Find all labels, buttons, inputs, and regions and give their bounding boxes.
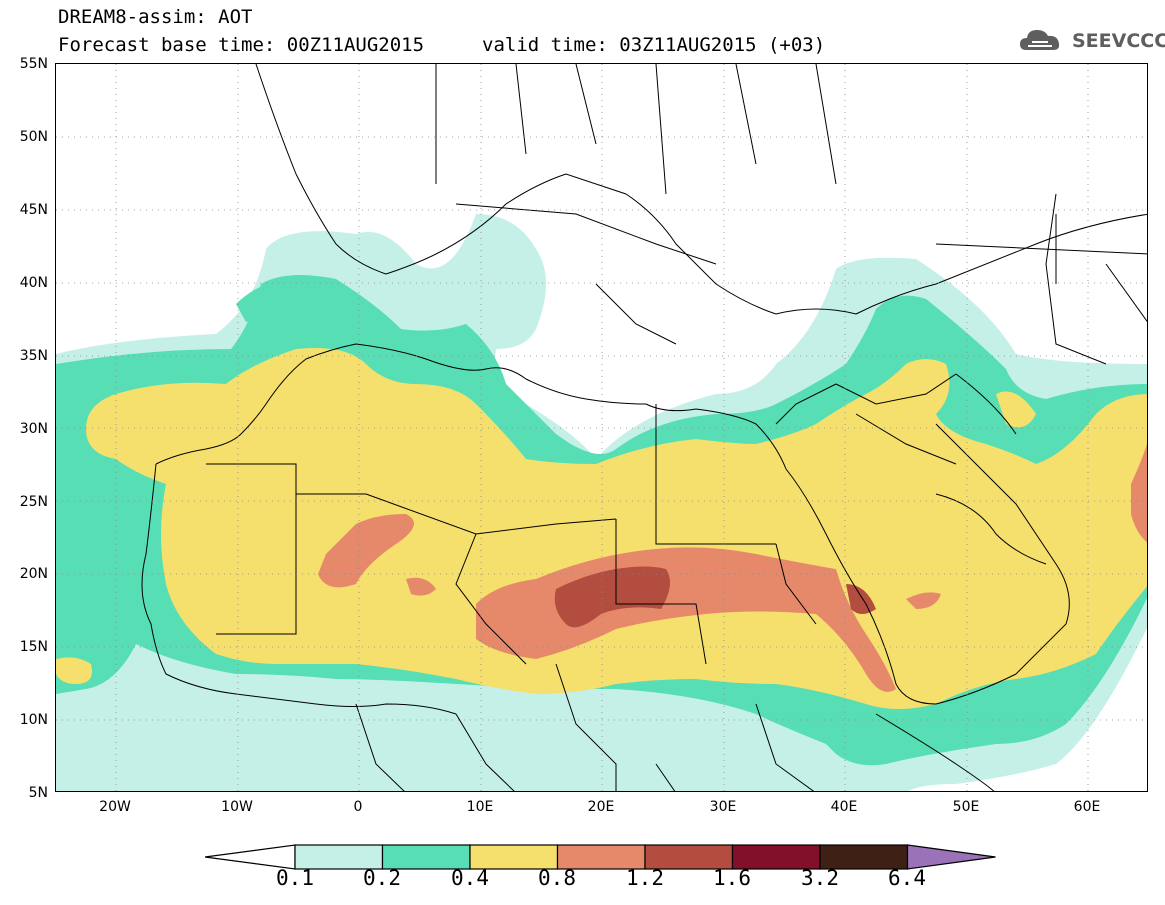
lat-label-30n: 30N xyxy=(19,421,48,437)
lat-label-40n: 40N xyxy=(19,275,48,291)
lon-label-50e: 50E xyxy=(952,799,980,815)
colorbar-label-0.1: 0.1 xyxy=(276,866,314,890)
aot-level-1.2 xyxy=(554,566,876,628)
colorbar-label-1.2: 1.2 xyxy=(626,866,664,890)
logo-text: SEEVCCC xyxy=(1072,30,1165,52)
colorbar-label-0.8: 0.8 xyxy=(538,866,576,890)
colorbar-segment xyxy=(381,844,471,870)
lat-label-20n: 20N xyxy=(19,566,48,582)
lon-label-20w: 20W xyxy=(99,799,131,815)
chart-title: DREAM8-assim: AOT xyxy=(58,6,253,28)
lat-label-10n: 10N xyxy=(19,712,48,728)
lat-label-50n: 50N xyxy=(19,129,48,145)
colorbar xyxy=(205,844,996,870)
aot-map xyxy=(56,64,1147,791)
lat-label-25n: 25N xyxy=(19,494,48,510)
colorbar-label-1.6: 1.6 xyxy=(713,866,751,890)
colorbar-segment xyxy=(644,844,734,870)
colorbar-segment xyxy=(469,844,559,870)
colorbar-segment xyxy=(731,844,821,870)
colorbar-segment xyxy=(294,844,384,870)
lon-label-0: 0 xyxy=(353,799,363,815)
lon-label-10e: 10E xyxy=(466,799,494,815)
forecast-base-time: Forecast base time: 00Z11AUG2015 xyxy=(58,34,425,56)
lon-label-60e: 60E xyxy=(1073,799,1101,815)
lon-label-20e: 20E xyxy=(587,799,615,815)
lat-label-45n: 45N xyxy=(19,202,48,218)
lat-label-15n: 15N xyxy=(19,639,48,655)
lat-label-55n: 55N xyxy=(19,56,48,72)
lon-label-30e: 30E xyxy=(709,799,737,815)
lat-lon-grid xyxy=(56,64,1147,791)
cloud-logo-icon xyxy=(1020,30,1060,50)
colorbar-segment xyxy=(556,844,646,870)
valid-time: valid time: 03Z11AUG2015 (+03) xyxy=(482,34,826,56)
colorbar-label-0.2: 0.2 xyxy=(363,866,401,890)
colorbar-segment-above xyxy=(906,844,996,870)
colorbar-label-3.2: 3.2 xyxy=(801,866,839,890)
lat-label-5n: 5N xyxy=(28,785,48,801)
colorbar-label-0.4: 0.4 xyxy=(451,866,489,890)
lon-label-10w: 10W xyxy=(221,799,253,815)
map-panel xyxy=(55,63,1148,792)
colorbar-label-6.4: 6.4 xyxy=(888,866,926,890)
lat-label-35n: 35N xyxy=(19,348,48,364)
colorbar-segment xyxy=(819,844,909,870)
lon-label-40e: 40E xyxy=(830,799,858,815)
